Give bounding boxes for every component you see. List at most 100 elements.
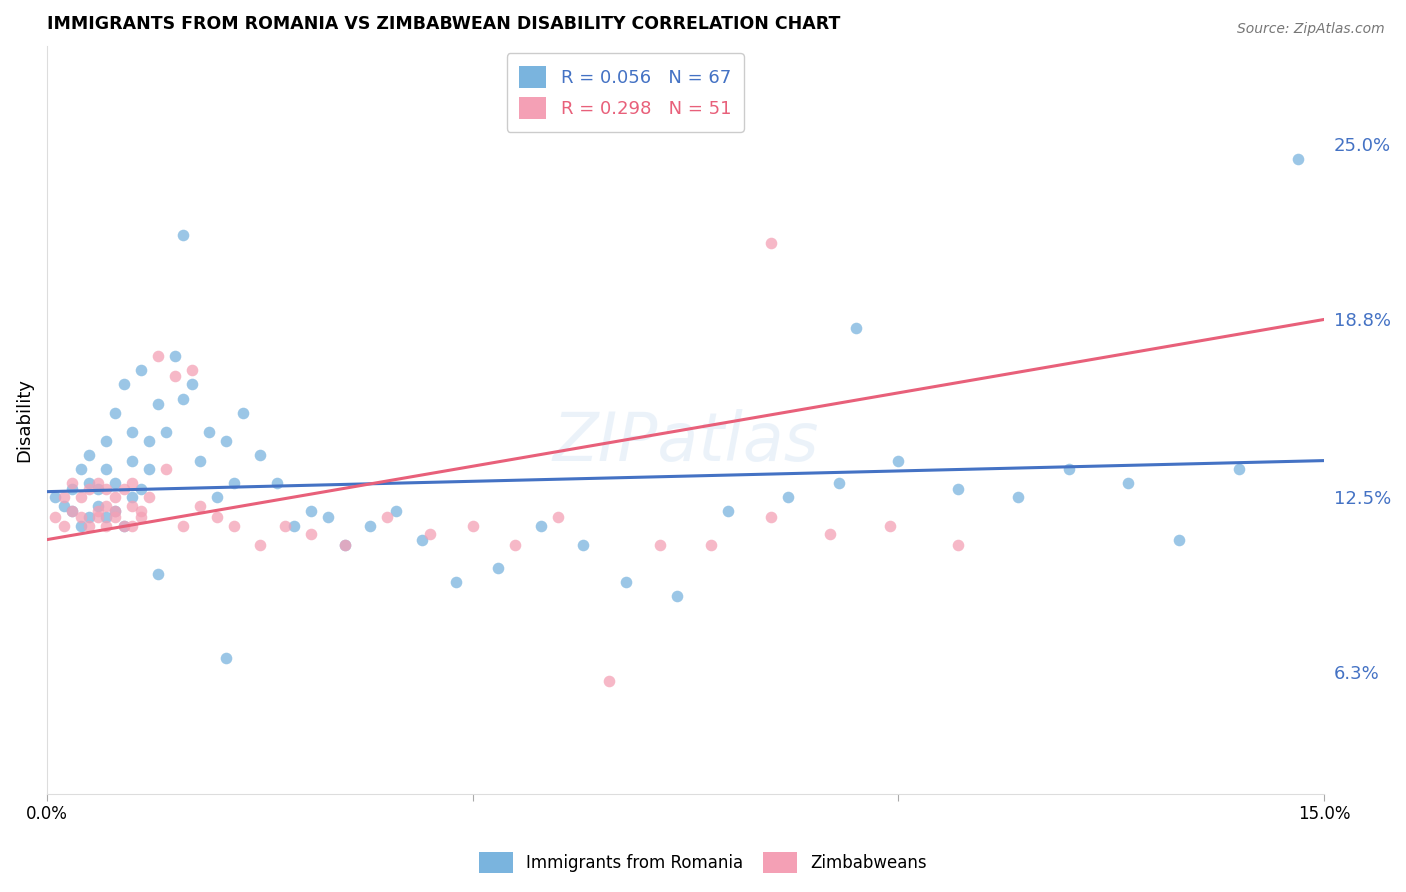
Point xyxy=(121,453,143,467)
Point xyxy=(129,510,152,524)
Point xyxy=(274,518,297,533)
Point xyxy=(776,491,799,505)
Point xyxy=(1007,491,1029,505)
Point xyxy=(44,491,66,505)
Point xyxy=(70,518,93,533)
Point xyxy=(333,538,356,552)
Point xyxy=(188,453,211,467)
Point xyxy=(129,504,152,518)
Point xyxy=(52,518,75,533)
Point xyxy=(62,476,84,491)
Point xyxy=(172,392,194,406)
Legend: Immigrants from Romania, Zimbabweans: Immigrants from Romania, Zimbabweans xyxy=(472,846,934,880)
Point xyxy=(87,499,110,513)
Text: IMMIGRANTS FROM ROMANIA VS ZIMBABWEAN DISABILITY CORRELATION CHART: IMMIGRANTS FROM ROMANIA VS ZIMBABWEAN DI… xyxy=(46,15,841,33)
Point xyxy=(1057,462,1080,476)
Point xyxy=(87,476,110,491)
Point xyxy=(146,349,169,363)
Point xyxy=(70,510,93,524)
Point xyxy=(87,504,110,518)
Point xyxy=(155,425,177,440)
Point xyxy=(79,510,101,524)
Point xyxy=(87,510,110,524)
Point xyxy=(759,236,782,251)
Point xyxy=(121,518,143,533)
Point xyxy=(172,227,194,242)
Point xyxy=(104,476,127,491)
Point xyxy=(879,518,901,533)
Point xyxy=(96,462,118,476)
Point xyxy=(70,462,93,476)
Point xyxy=(96,482,118,496)
Point xyxy=(1116,476,1139,491)
Point xyxy=(104,491,127,505)
Point xyxy=(444,574,467,589)
Point xyxy=(759,510,782,524)
Point xyxy=(205,510,228,524)
Point xyxy=(155,462,177,476)
Point xyxy=(112,482,135,496)
Point xyxy=(163,368,186,383)
Point xyxy=(1168,533,1191,547)
Point xyxy=(359,518,381,533)
Point xyxy=(62,482,84,496)
Point xyxy=(112,518,135,533)
Point xyxy=(188,499,211,513)
Point xyxy=(180,363,202,377)
Point xyxy=(197,425,219,440)
Point xyxy=(377,510,399,524)
Point xyxy=(316,510,339,524)
Point xyxy=(598,673,620,688)
Point xyxy=(887,453,910,467)
Point xyxy=(818,527,841,541)
Point xyxy=(62,504,84,518)
Point xyxy=(614,574,637,589)
Point xyxy=(224,476,246,491)
Point xyxy=(121,491,143,505)
Y-axis label: Disability: Disability xyxy=(15,377,32,462)
Point xyxy=(946,482,969,496)
Legend: R = 0.056   N = 67, R = 0.298   N = 51: R = 0.056 N = 67, R = 0.298 N = 51 xyxy=(506,54,744,131)
Point xyxy=(828,476,851,491)
Point xyxy=(87,482,110,496)
Point xyxy=(129,482,152,496)
Point xyxy=(205,491,228,505)
Point xyxy=(503,538,526,552)
Point xyxy=(572,538,595,552)
Point xyxy=(129,363,152,377)
Point xyxy=(121,476,143,491)
Point xyxy=(232,406,254,420)
Point xyxy=(146,566,169,581)
Point xyxy=(385,504,408,518)
Point xyxy=(104,504,127,518)
Text: ZIPatlas: ZIPatlas xyxy=(553,409,818,475)
Point xyxy=(104,510,127,524)
Point xyxy=(530,518,553,533)
Point xyxy=(1288,152,1310,166)
Point xyxy=(70,491,93,505)
Point xyxy=(411,533,433,547)
Point xyxy=(79,518,101,533)
Point xyxy=(112,377,135,392)
Point xyxy=(283,518,305,533)
Point xyxy=(299,527,322,541)
Point xyxy=(299,504,322,518)
Point xyxy=(215,651,238,665)
Point xyxy=(146,397,169,411)
Point xyxy=(138,462,160,476)
Point xyxy=(266,476,288,491)
Point xyxy=(79,482,101,496)
Point xyxy=(138,491,160,505)
Point xyxy=(96,499,118,513)
Point xyxy=(717,504,740,518)
Point xyxy=(224,518,246,533)
Point xyxy=(104,406,127,420)
Point xyxy=(52,499,75,513)
Point xyxy=(52,491,75,505)
Point xyxy=(112,518,135,533)
Point xyxy=(700,538,723,552)
Point xyxy=(249,448,271,462)
Point xyxy=(486,561,509,575)
Point xyxy=(946,538,969,552)
Point xyxy=(215,434,238,448)
